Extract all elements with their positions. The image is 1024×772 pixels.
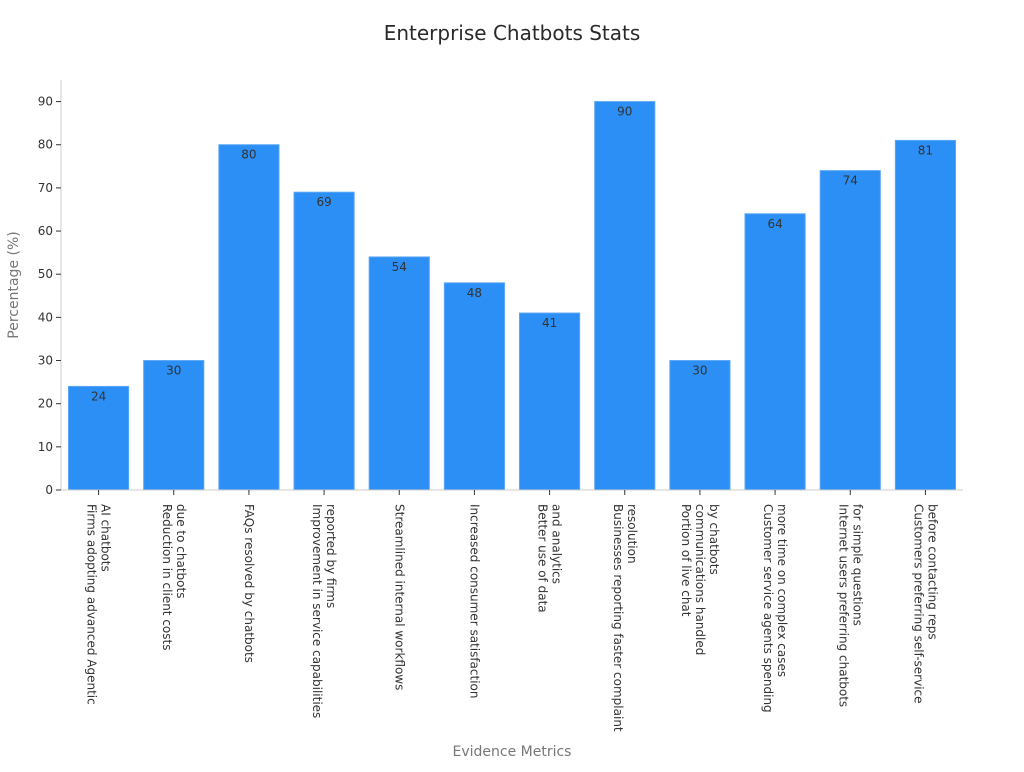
x-tick-label: Internet users preferring chatbots for si… xyxy=(836,504,864,707)
bar xyxy=(218,144,280,491)
x-tick-label: Customers preferring self-service before … xyxy=(911,504,939,704)
x-tick-label: Reduction in client costs due to chatbots xyxy=(160,504,188,650)
bar-value-label: 24 xyxy=(91,389,106,403)
x-axis-label: Evidence Metrics xyxy=(453,744,572,760)
x-tick-label-line: resolution xyxy=(625,504,639,564)
bar-value-label: 74 xyxy=(843,174,858,188)
x-tick-label-line: Portion of live chat xyxy=(679,504,693,617)
y-tick-label: 70 xyxy=(38,181,53,195)
x-tick-label: Firms adopting advanced Agentic AI chatbo… xyxy=(85,504,113,705)
bar xyxy=(68,385,130,491)
bar xyxy=(143,360,205,491)
x-tick-label-line: due to chatbots xyxy=(174,504,188,598)
bar-value-label: 54 xyxy=(392,260,407,274)
x-tick-label-line: Customer service agents spending xyxy=(761,504,775,713)
x-tick-label-line: Customers preferring self-service xyxy=(911,504,925,704)
chart-title: Enterprise Chatbots Stats xyxy=(384,21,641,45)
bar-value-label: 69 xyxy=(316,195,331,209)
x-tick-label-line: Better use of data xyxy=(536,504,550,613)
x-tick-label-line: by chatbots xyxy=(707,504,721,575)
bar-value-label: 30 xyxy=(692,364,707,378)
y-tick-label: 90 xyxy=(38,95,53,109)
bar xyxy=(744,213,806,491)
y-tick-label: 80 xyxy=(38,138,53,152)
y-tick-label: 20 xyxy=(38,397,53,411)
x-tick-label-line: Internet users preferring chatbots xyxy=(836,504,850,707)
bar-value-label: 90 xyxy=(617,105,632,119)
y-tick-label: 40 xyxy=(38,310,53,324)
x-tick-label: Improvement in service capabilities repor… xyxy=(310,504,338,718)
x-tick-label: Businesses reporting faster complaint res… xyxy=(611,504,639,732)
x-tick-label-line: communications handled xyxy=(693,504,707,655)
x-tick-label: Portion of live chat communications handl… xyxy=(679,504,721,655)
x-tick-label-line: reported by firms xyxy=(324,504,338,608)
bars-group: 24 30 80 69 54 48 41 90 30 64 74 81 xyxy=(68,101,956,491)
x-tick-label-line: before contacting reps xyxy=(925,504,939,640)
y-tick-label: 60 xyxy=(38,224,53,238)
bar-value-label: 64 xyxy=(767,217,782,231)
x-tick-label: FAQs resolved by chatbots xyxy=(242,504,256,663)
x-tick-label-line: Firms adopting advanced Agentic xyxy=(85,504,99,705)
bar-value-label: 30 xyxy=(166,364,181,378)
x-tick-label-line: Streamlined internal workflows xyxy=(392,504,406,690)
bar-value-label: 80 xyxy=(241,148,256,162)
x-tick-label-line: Improvement in service capabilities xyxy=(310,504,324,718)
bar xyxy=(368,256,430,491)
bar-value-label: 81 xyxy=(918,143,933,157)
x-tick-label: Better use of data and analytics xyxy=(536,504,564,613)
y-tick-label: 10 xyxy=(38,440,53,454)
bar xyxy=(819,170,881,491)
y-tick-label: 0 xyxy=(45,483,53,497)
x-tick-label-line: and analytics xyxy=(550,504,564,584)
x-tick-label-line: for simple questions xyxy=(850,504,864,626)
bar xyxy=(519,312,581,491)
y-tick-label: 30 xyxy=(38,354,53,368)
x-tick-label-line: more time on complex cases xyxy=(775,504,789,677)
bar xyxy=(293,191,355,491)
bar xyxy=(669,360,731,491)
x-tick-label: Customer service agents spending more tim… xyxy=(761,504,789,713)
x-tick-label-line: Businesses reporting faster complaint xyxy=(611,504,625,732)
bar xyxy=(443,282,505,491)
y-tick-label: 50 xyxy=(38,267,53,281)
y-axis-label: Percentage (%) xyxy=(6,231,22,338)
x-tick-label: Increased consumer satisfaction xyxy=(467,504,481,699)
x-tick-label-line: AI chatbots xyxy=(99,504,113,572)
x-tick-label: Streamlined internal workflows xyxy=(392,504,406,690)
y-axis: 0 10 20 30 40 50 60 70 80 90 xyxy=(38,80,62,497)
bar xyxy=(594,101,656,491)
bar-value-label: 41 xyxy=(542,316,557,330)
bar-value-label: 48 xyxy=(467,286,482,300)
bar xyxy=(894,139,956,491)
x-tick-label-line: Reduction in client costs xyxy=(160,504,174,650)
x-tick-label-line: FAQs resolved by chatbots xyxy=(242,504,256,663)
x-axis: Firms adopting advanced Agentic AI chatbo… xyxy=(61,489,963,732)
x-tick-label-line: Increased consumer satisfaction xyxy=(467,504,481,699)
